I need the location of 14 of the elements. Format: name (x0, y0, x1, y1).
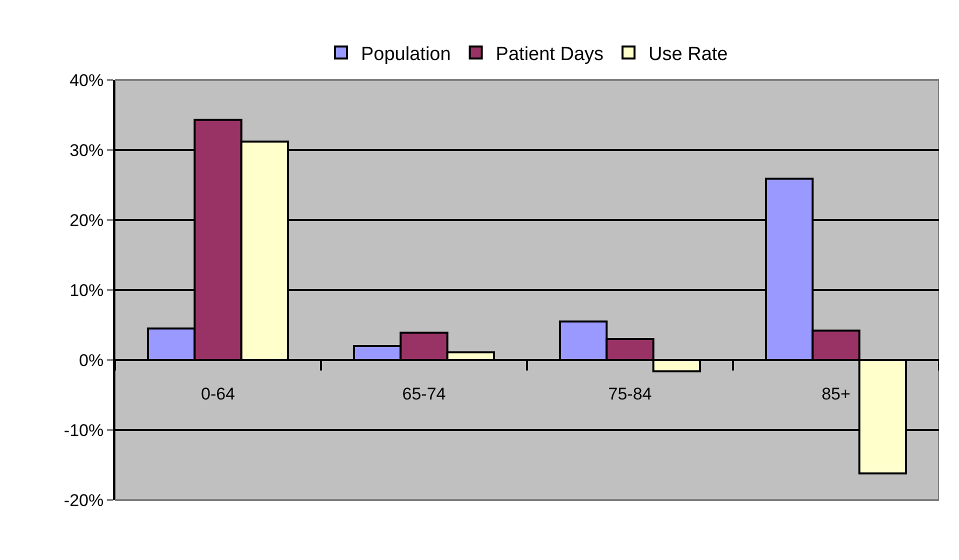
y-tick-label: 40% (70, 70, 104, 90)
y-tick-label: 20% (70, 210, 104, 230)
y-tick-label: 0% (79, 350, 104, 370)
y-tick-label: -20% (64, 490, 104, 510)
x-tick-label: 65-74 (402, 384, 446, 404)
legend-label: Patient Days (496, 44, 604, 65)
x-tick-label: 85+ (822, 384, 850, 404)
y-tick-label: 10% (70, 280, 104, 300)
y-tick-label: 30% (70, 140, 104, 160)
x-tick-label: 0-64 (200, 384, 236, 404)
legend-label: Use Rate (648, 44, 728, 65)
legend-label: Population (361, 44, 451, 65)
y-tick-label: -10% (64, 420, 104, 440)
x-tick-label: 75-84 (608, 384, 652, 404)
